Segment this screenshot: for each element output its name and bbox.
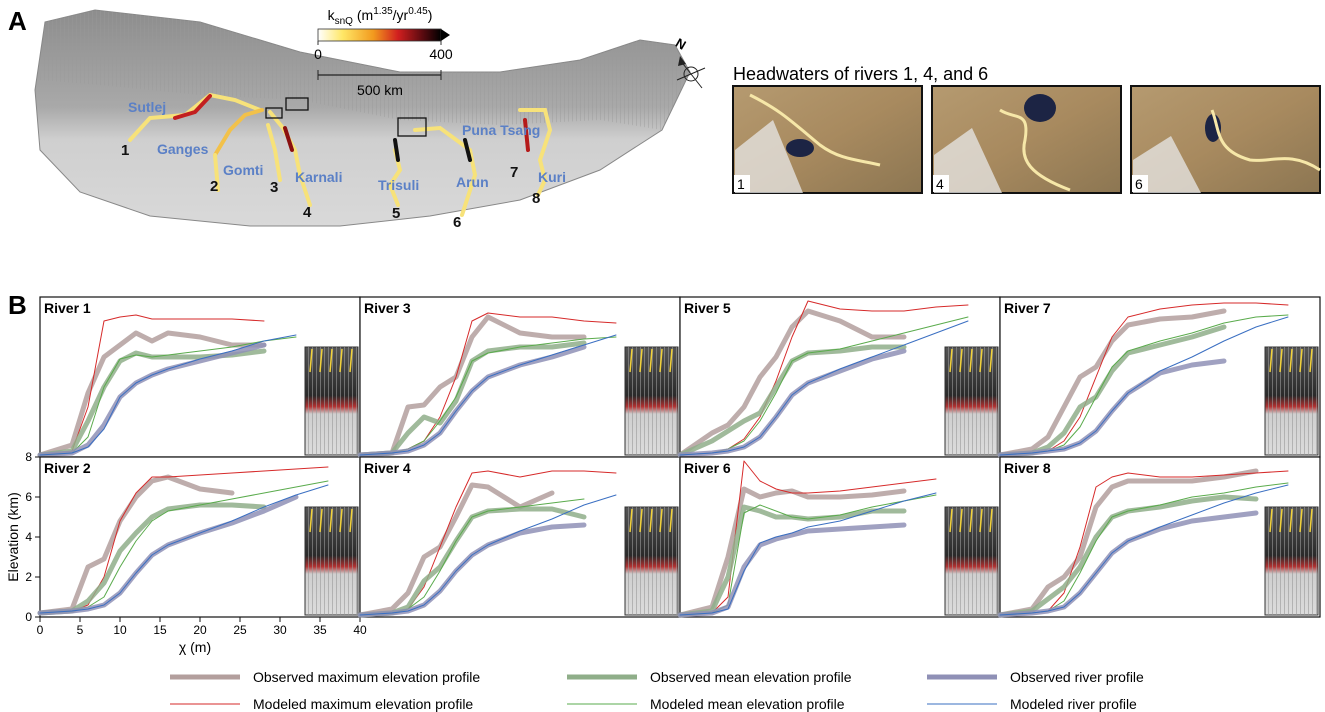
x-tick-label: 30 [273, 623, 287, 637]
panel-label: A [8, 6, 27, 36]
legend-label: Modeled river profile [1010, 696, 1137, 712]
panel-title: River 3 [364, 300, 411, 316]
profile-panel: River 6 [680, 457, 1000, 617]
river-number: 3 [270, 179, 278, 196]
lake [1024, 94, 1056, 122]
x-tick-label: 40 [353, 623, 367, 637]
profile-panel: River 5 [680, 297, 1000, 457]
panel-title: River 4 [364, 460, 411, 476]
legend-label: Modeled maximum elevation profile [253, 696, 473, 712]
inset-label: 1 [737, 176, 745, 192]
legend-label: Observed maximum elevation profile [253, 669, 480, 685]
river-number: 4 [303, 204, 312, 221]
river-name: Kuri [538, 169, 566, 185]
legend-label: Observed mean elevation profile [650, 669, 852, 685]
colorbar-arrow [441, 29, 450, 41]
colorbar-title-part: /yr [393, 7, 409, 23]
river-number: 5 [392, 205, 400, 222]
colorbar-tick-label: 0 [314, 46, 322, 62]
x-tick-label: 5 [77, 623, 84, 637]
headwaters-title: Headwaters of rivers 1, 4, and 6 [733, 64, 988, 84]
river-name: Gomti [223, 162, 263, 178]
y-axis-label: Elevation (km) [5, 492, 21, 581]
river-name: Ganges [157, 141, 209, 157]
profile-panel: River 7 [1000, 297, 1320, 457]
x-tick-label: 10 [113, 623, 127, 637]
profile-panels: River 1 River 2 0 5 10 15 20 25 30 35 40 0 2 4 6 8 χ (m)… [5, 297, 1320, 655]
figure: A Sutlej 1 Ganges 2 Gomti 3 Karnali 4 Tr… [0, 0, 1325, 712]
river-name: Trisuli [378, 177, 419, 193]
x-tick-label: 15 [153, 623, 167, 637]
river-name: Sutlej [128, 99, 166, 115]
panel-title: River 7 [1004, 300, 1051, 316]
legend: Observed maximum elevation profile Modele… [170, 669, 1144, 712]
y-tick-label: 8 [25, 450, 32, 464]
y-tick-label: 4 [25, 530, 32, 544]
profile-panel: River 3 [360, 297, 680, 457]
legend-label: Observed river profile [1010, 669, 1144, 685]
river-name: Karnali [295, 169, 342, 185]
profile-panel: River 8 [1000, 457, 1320, 617]
lake [786, 139, 814, 157]
river-name: Puna Tsang [462, 122, 540, 138]
panel-title: River 2 [44, 460, 91, 476]
scale-label: 500 km [357, 82, 403, 98]
y-tick-label: 2 [25, 570, 32, 584]
panel-title: River 6 [684, 460, 731, 476]
profile-panel: River 2 0 5 10 15 20 25 30 35 40 0 2 4 6 8 χ (m) Elevati… [5, 450, 367, 655]
inset-label: 6 [1135, 176, 1143, 192]
inset-label: 4 [936, 176, 944, 192]
river-number: 6 [453, 214, 461, 231]
river-number: 2 [210, 178, 218, 195]
colorbar-title-part: 0.45 [408, 6, 428, 17]
legend-label: Modeled mean elevation profile [650, 696, 845, 712]
x-tick-label: 25 [233, 623, 247, 637]
colorbar-title: ksnQ (m1.35/yr0.45) [328, 6, 433, 27]
y-tick-label: 0 [25, 610, 32, 624]
x-tick-label: 35 [313, 623, 327, 637]
colorbar-title-part: ) [428, 7, 433, 23]
y-tick-label: 6 [25, 490, 32, 504]
profile-panel: River 1 [40, 297, 360, 457]
panel-title: River 1 [44, 300, 91, 316]
colorbar-title-part: snQ [335, 16, 354, 27]
x-tick-label: 20 [193, 623, 207, 637]
panel-label: B [8, 290, 27, 320]
river-number: 8 [532, 190, 540, 207]
colorbar-tick-label: 400 [429, 46, 453, 62]
colorbar-title-part: (m [353, 7, 373, 23]
x-axis-label: χ (m) [179, 639, 211, 655]
panel-title: River 8 [1004, 460, 1051, 476]
colorbar [318, 29, 441, 41]
river-number: 1 [121, 142, 129, 159]
headwaters-insets: 1 4 6 [733, 86, 1320, 193]
panel-title: River 5 [684, 300, 731, 316]
river-name: Arun [456, 174, 489, 190]
x-tick-label: 0 [37, 623, 44, 637]
colorbar-title-part: 1.35 [373, 6, 393, 17]
profile-panel: River 4 [360, 457, 680, 617]
river-number: 7 [510, 164, 518, 181]
